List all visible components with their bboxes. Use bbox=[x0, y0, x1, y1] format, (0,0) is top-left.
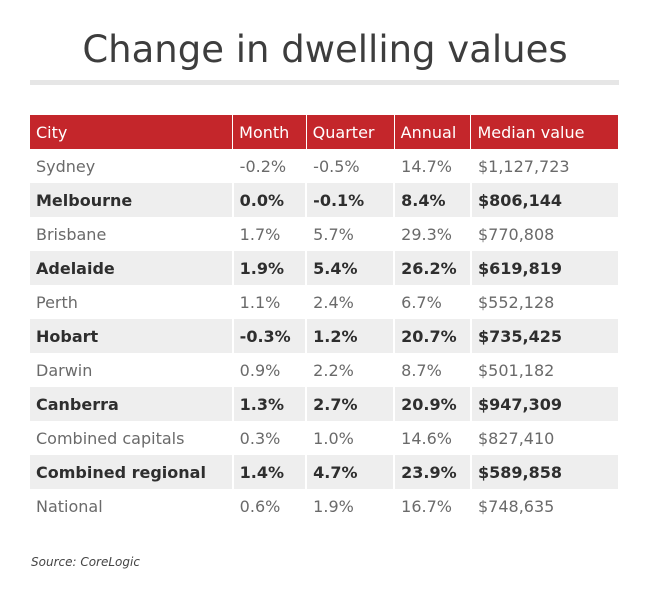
cell-city: Canberra bbox=[30, 387, 233, 421]
cell-median-value: $735,425 bbox=[469, 319, 618, 353]
cell-city: Adelaide bbox=[30, 251, 233, 285]
table-row: Combined regional 1.4% 4.7% 23.9% $589,858 bbox=[30, 455, 618, 489]
cell-median-value: $748,635 bbox=[469, 489, 618, 523]
header-annual: Annual bbox=[393, 115, 471, 149]
cell-median-value: $947,309 bbox=[469, 387, 618, 421]
cell-city: Brisbane bbox=[30, 217, 233, 251]
cell-annual: 14.6% bbox=[393, 421, 471, 455]
cell-quarter: 2.7% bbox=[305, 387, 395, 421]
cell-annual: 16.7% bbox=[393, 489, 471, 523]
cell-month: 0.6% bbox=[231, 489, 307, 523]
table-row: Darwin 0.9% 2.2% 8.7% $501,182 bbox=[30, 353, 618, 387]
cell-median-value: $501,182 bbox=[469, 353, 618, 387]
table-row: Hobart -0.3% 1.2% 20.7% $735,425 bbox=[30, 319, 618, 353]
cell-median-value: $589,858 bbox=[469, 455, 618, 489]
cell-month: 1.7% bbox=[231, 217, 307, 251]
table-row: Combined capitals 0.3% 1.0% 14.6% $827,410 bbox=[30, 421, 618, 455]
cell-quarter: 4.7% bbox=[305, 455, 395, 489]
cell-quarter: 2.2% bbox=[305, 353, 395, 387]
cell-median-value: $1,127,723 bbox=[469, 149, 618, 183]
cell-median-value: $552,128 bbox=[469, 285, 618, 319]
page-title: Change in dwelling values bbox=[82, 28, 568, 71]
cell-month: 1.3% bbox=[231, 387, 307, 421]
cell-annual: 14.7% bbox=[393, 149, 471, 183]
cell-quarter: -0.5% bbox=[305, 149, 395, 183]
cell-month: 1.1% bbox=[231, 285, 307, 319]
table-row: Canberra 1.3% 2.7% 20.9% $947,309 bbox=[30, 387, 618, 421]
cell-annual: 8.7% bbox=[393, 353, 471, 387]
cell-month: 0.0% bbox=[231, 183, 307, 217]
cell-quarter: 1.9% bbox=[305, 489, 395, 523]
cell-annual: 29.3% bbox=[393, 217, 471, 251]
cell-month: 0.3% bbox=[231, 421, 307, 455]
header-quarter: Quarter bbox=[305, 115, 395, 149]
cell-city: National bbox=[30, 489, 233, 523]
cell-median-value: $619,819 bbox=[469, 251, 618, 285]
cell-city: Perth bbox=[30, 285, 233, 319]
cell-annual: 6.7% bbox=[393, 285, 471, 319]
header-median-value: Median value bbox=[470, 115, 618, 149]
cell-month: 0.9% bbox=[231, 353, 307, 387]
dwelling-values-table: City Month Quarter Annual Median value S… bbox=[30, 115, 618, 523]
cell-city: Combined regional bbox=[30, 455, 233, 489]
cell-quarter: -0.1% bbox=[305, 183, 395, 217]
table-row: Perth 1.1% 2.4% 6.7% $552,128 bbox=[30, 285, 618, 319]
cell-month: 1.4% bbox=[231, 455, 307, 489]
cell-month: -0.3% bbox=[231, 319, 307, 353]
cell-annual: 23.9% bbox=[393, 455, 471, 489]
cell-quarter: 5.4% bbox=[305, 251, 395, 285]
cell-median-value: $806,144 bbox=[469, 183, 618, 217]
title-divider bbox=[30, 80, 619, 85]
cell-annual: 20.9% bbox=[393, 387, 471, 421]
header-month: Month bbox=[232, 115, 307, 149]
cell-median-value: $770,808 bbox=[469, 217, 618, 251]
cell-annual: 26.2% bbox=[393, 251, 471, 285]
source-note: Source: CoreLogic bbox=[31, 555, 140, 569]
cell-city: Combined capitals bbox=[30, 421, 233, 455]
cell-annual: 20.7% bbox=[393, 319, 471, 353]
table-row: Melbourne 0.0% -0.1% 8.4% $806,144 bbox=[30, 183, 618, 217]
cell-quarter: 1.2% bbox=[305, 319, 395, 353]
table-header-row: City Month Quarter Annual Median value bbox=[30, 115, 618, 149]
table-row: Brisbane 1.7% 5.7% 29.3% $770,808 bbox=[30, 217, 618, 251]
cell-city: Sydney bbox=[30, 149, 233, 183]
cell-city: Hobart bbox=[30, 319, 233, 353]
cell-quarter: 2.4% bbox=[305, 285, 395, 319]
cell-annual: 8.4% bbox=[393, 183, 471, 217]
cell-city: Darwin bbox=[30, 353, 233, 387]
cell-month: -0.2% bbox=[231, 149, 307, 183]
header-city: City bbox=[30, 115, 233, 149]
table-row: National 0.6% 1.9% 16.7% $748,635 bbox=[30, 489, 618, 523]
table-row: Sydney -0.2% -0.5% 14.7% $1,127,723 bbox=[30, 149, 618, 183]
table-row: Adelaide 1.9% 5.4% 26.2% $619,819 bbox=[30, 251, 618, 285]
cell-city: Melbourne bbox=[30, 183, 233, 217]
cell-median-value: $827,410 bbox=[469, 421, 618, 455]
cell-quarter: 5.7% bbox=[305, 217, 395, 251]
cell-month: 1.9% bbox=[231, 251, 307, 285]
cell-quarter: 1.0% bbox=[305, 421, 395, 455]
